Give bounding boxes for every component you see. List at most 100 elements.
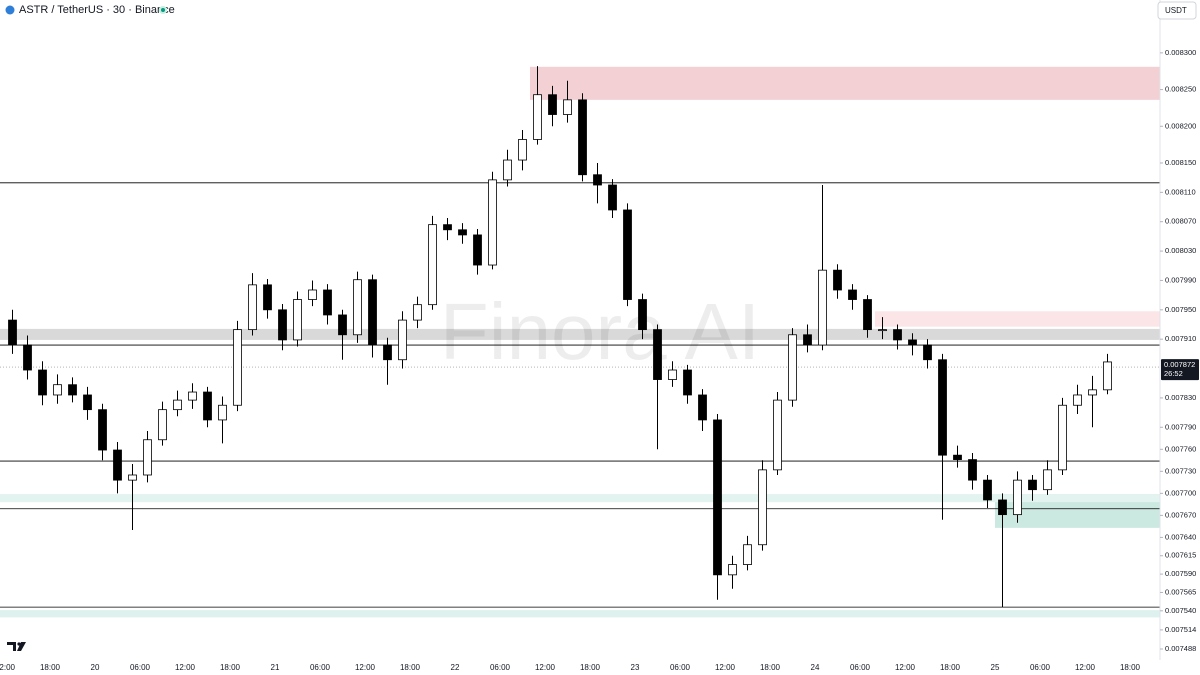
x-tick-label: 12:00 [1075,663,1096,672]
candle-body [38,369,47,396]
candle-body [743,544,752,565]
y-tick-label: 0.007950 [1165,305,1196,314]
x-tick-label: 18:00 [580,663,601,672]
candle-body [488,179,497,266]
candle-body [263,284,272,311]
y-tick-label: 0.007760 [1165,444,1196,453]
candle-body [998,499,1007,516]
plot-area [0,66,1160,618]
candle-body [308,289,317,300]
x-tick-label: 06:00 [490,663,511,672]
x-tick-label: 18:00 [940,663,961,672]
candle-body [473,234,482,266]
currency-box[interactable] [1157,1,1197,20]
x-tick-label: 06:00 [850,663,871,672]
y-tick-label: 0.007670 [1165,510,1196,519]
candle-body [533,94,542,140]
candle-body [413,304,422,321]
candle-body [368,279,377,346]
candle-body [218,404,227,421]
x-tick-label: 12:00 [895,663,916,672]
zone [530,66,1160,100]
candle-body [953,454,962,460]
x-tick-label: 12:00 [715,663,736,672]
zone [0,494,1160,503]
x-tick-label: 18:00 [220,663,241,672]
y-tick-label: 0.007790 [1165,422,1196,431]
x-tick-label: 18:00 [40,663,61,672]
candle-body [578,99,587,176]
y-tick-label: 0.007488 [1165,644,1196,653]
candle-body [608,184,617,211]
countdown: 26:52 [1164,369,1183,378]
y-tick-label: 0.008250 [1165,85,1196,94]
logo [7,642,26,651]
candle-body [98,409,107,451]
candle-body [143,439,152,476]
candle-body [428,224,437,306]
candle-body [938,359,947,456]
x-tick-label: 12:00 [175,663,196,672]
zone [0,610,1160,618]
zone [875,311,1160,327]
y-tick-label: 0.008200 [1165,121,1196,130]
candle-body [323,289,332,316]
candle-body [698,394,707,421]
candle-body [668,369,677,380]
y-tick-label: 0.007700 [1165,488,1196,497]
candle-body [443,224,452,231]
candle-body [923,344,932,361]
candle-body [1088,389,1097,396]
candle-body [53,384,62,396]
candle-body [773,399,782,471]
candle-body [893,329,902,341]
candle-body [128,474,137,481]
candle-body [563,99,572,115]
candle-body [338,314,347,336]
candle-body [293,299,302,341]
y-tick-label: 0.008030 [1165,246,1196,255]
x-tick-label: 22 [451,663,460,672]
candle-body [158,409,167,441]
candle-body [8,319,17,346]
symbol-title: ASTR / TetherUS · 30 · Binance [19,4,175,16]
candle-body [833,269,842,291]
candle-body [1103,361,1112,391]
candle-body [653,329,662,380]
symbol-icon [5,5,15,15]
y-tick-label: 0.007990 [1165,275,1196,284]
y-tick-label: 0.008150 [1165,158,1196,167]
y-tick-label: 0.007615 [1165,551,1196,560]
x-tick-label: 06:00 [310,663,331,672]
y-tick-label: 0.007910 [1165,334,1196,343]
y-tick-label: 0.007830 [1165,393,1196,402]
x-tick-label: 24 [811,663,820,672]
x-tick-label: 06:00 [130,663,151,672]
candle-body [728,564,737,576]
currency: USDT [1165,6,1187,15]
y-tick-label: 0.008070 [1165,217,1196,226]
candle-body [1043,469,1052,491]
candle-body [383,344,392,361]
last-price-badge [1161,359,1199,381]
price-scale [1160,0,1200,675]
x-tick-label: 12:00 [0,663,16,672]
y-tick-label: 0.007730 [1165,466,1196,475]
candle-body [398,319,407,361]
candle-body [818,269,827,346]
candle-body [188,391,197,401]
candle-body [1028,479,1037,491]
candle-body [113,449,122,481]
candle-body [1073,394,1082,406]
candle-body [1058,404,1067,471]
candle-body [203,391,212,421]
y-tick-label: 0.008110 [1165,187,1196,196]
candle-body [863,299,872,331]
candle-body [23,344,32,371]
candle-body [548,94,557,115]
candle-body [278,309,287,341]
candle-body [173,399,182,411]
candle-body [248,284,257,331]
candle-body [1013,479,1022,516]
